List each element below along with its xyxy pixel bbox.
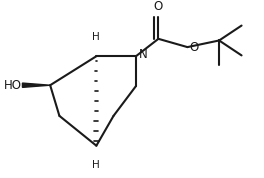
Text: N: N (139, 48, 148, 61)
Polygon shape (22, 83, 50, 87)
Text: O: O (154, 0, 163, 13)
Text: HO: HO (4, 79, 22, 92)
Text: O: O (190, 41, 199, 54)
Text: H: H (92, 160, 100, 170)
Text: H: H (92, 32, 100, 42)
